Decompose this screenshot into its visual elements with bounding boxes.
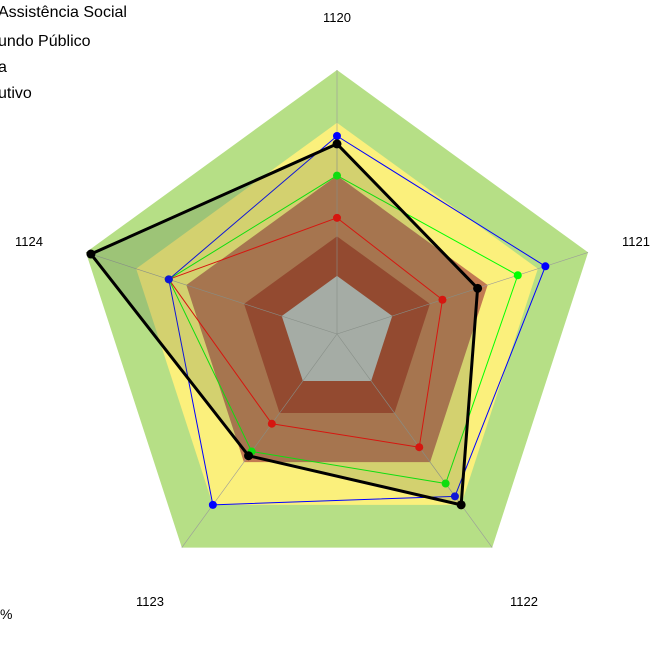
series-3-point-1120 <box>333 132 341 140</box>
footer-percent: % <box>0 606 13 622</box>
spoke-1123 <box>181 333 338 548</box>
axis-label-1122: 1122 <box>510 594 538 609</box>
series-1-line <box>168 217 443 448</box>
series-3-line <box>168 135 546 506</box>
series-3-point-1123 <box>208 500 217 509</box>
series-3-point-1121 <box>541 262 550 271</box>
legend-line-1: Assistência Social <box>0 4 127 21</box>
series-1-point-1121 <box>438 295 447 304</box>
axis-labels: 1120 1121 1122 1123 1124 <box>15 10 650 609</box>
series-3-point-1122 <box>450 492 459 501</box>
series-4-point-1122 <box>456 500 466 510</box>
axis-label-1121: 1121 <box>622 234 650 249</box>
series-1-point-1120 <box>333 213 341 222</box>
axis-label-1120: 1120 <box>323 10 351 25</box>
series-3 <box>164 132 550 509</box>
legend-line-4: utivo <box>0 85 32 102</box>
legend-line-2: undo Público <box>0 33 91 50</box>
series-group <box>86 132 550 510</box>
legend-line-3: a <box>0 59 7 76</box>
spoke-1122 <box>336 333 493 548</box>
series-4-point-1123 <box>244 451 254 461</box>
series-4-point-1120 <box>332 139 342 149</box>
series-2-line <box>168 175 519 485</box>
series-4-line <box>89 142 480 507</box>
series-1-point-1123 <box>267 419 276 428</box>
series-2-point-1121 <box>513 271 522 280</box>
axis-label-1124: 1124 <box>15 234 43 249</box>
series-2-point-1120 <box>333 171 341 180</box>
spoke-1124 <box>85 252 338 335</box>
series-1 <box>164 213 447 452</box>
series-3-point-1124 <box>164 275 173 284</box>
series-1-point-1122 <box>415 443 424 452</box>
series-4-point-1124 <box>86 249 96 259</box>
series-4 <box>86 139 483 510</box>
axis-label-1123: 1123 <box>136 594 164 609</box>
series-4-point-1121 <box>473 283 483 293</box>
series-4-area <box>90 143 478 505</box>
series-2-point-1122 <box>441 479 450 488</box>
